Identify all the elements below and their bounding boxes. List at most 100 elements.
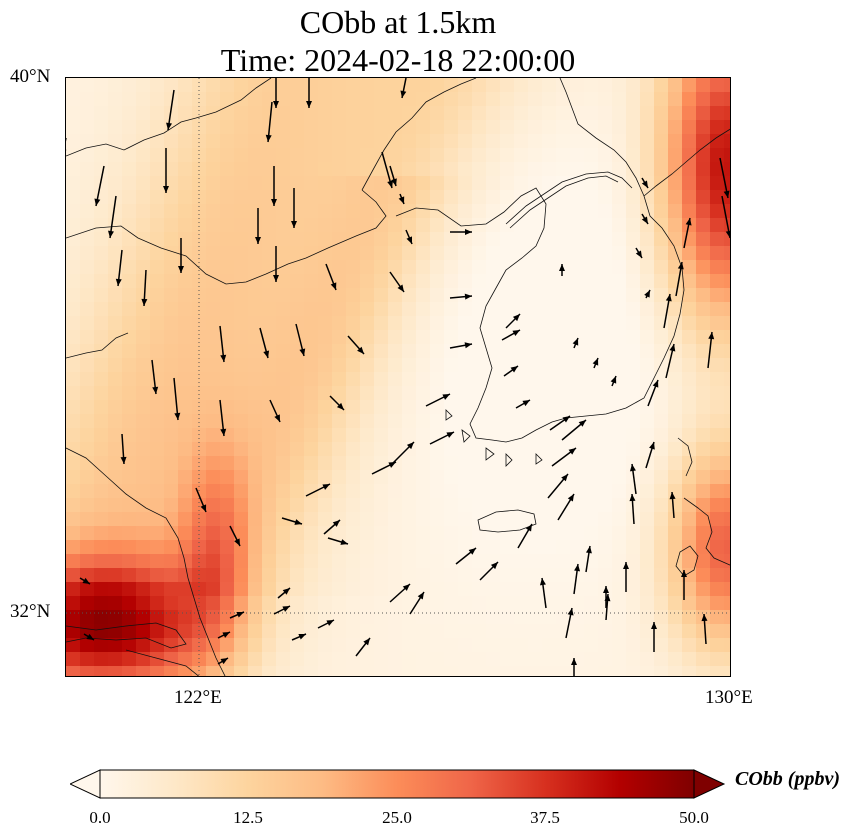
heat-cell bbox=[234, 344, 249, 359]
heat-cell bbox=[178, 330, 193, 345]
heat-cell bbox=[150, 372, 165, 387]
heat-cell bbox=[94, 302, 109, 317]
heat-cell bbox=[178, 568, 193, 583]
heat-cell bbox=[486, 162, 501, 177]
heat-cell bbox=[164, 512, 179, 527]
heat-cell bbox=[612, 274, 627, 289]
heat-cell bbox=[458, 400, 473, 415]
heat-cell bbox=[626, 442, 641, 457]
heat-cell bbox=[374, 638, 389, 653]
heat-cell bbox=[388, 610, 403, 625]
heat-cell bbox=[122, 624, 137, 639]
heat-cell bbox=[430, 260, 445, 275]
heat-cell bbox=[570, 134, 585, 149]
heat-cell bbox=[668, 232, 683, 247]
heat-cell bbox=[528, 316, 543, 331]
heat-cell bbox=[416, 190, 431, 205]
heat-cell bbox=[304, 596, 319, 611]
heat-cell bbox=[346, 358, 361, 373]
heat-cell bbox=[206, 372, 221, 387]
heat-cell bbox=[402, 400, 417, 415]
heat-cell bbox=[136, 442, 151, 457]
heat-cell bbox=[682, 148, 697, 163]
heat-cell bbox=[500, 134, 515, 149]
heat-cell bbox=[332, 526, 347, 541]
heat-cell bbox=[94, 596, 109, 611]
heat-cell bbox=[136, 540, 151, 555]
heat-cell bbox=[108, 652, 123, 667]
heat-cell bbox=[696, 148, 711, 163]
heat-cell bbox=[66, 652, 81, 667]
heat-cell bbox=[528, 540, 543, 555]
wind-arrow bbox=[265, 101, 273, 143]
heat-cell bbox=[458, 120, 473, 135]
heat-cell bbox=[346, 638, 361, 653]
heat-cell bbox=[444, 232, 459, 247]
heat-cell bbox=[598, 176, 613, 191]
wind-arrow bbox=[505, 313, 521, 329]
heat-cell bbox=[150, 540, 165, 555]
heat-cell bbox=[654, 232, 669, 247]
heat-cell bbox=[556, 148, 571, 163]
heat-cell bbox=[122, 568, 137, 583]
heat-cell bbox=[570, 596, 585, 611]
heat-cell bbox=[444, 624, 459, 639]
heat-cell bbox=[262, 498, 277, 513]
heat-cell bbox=[724, 288, 730, 303]
heat-cell bbox=[304, 540, 319, 555]
heat-cell bbox=[66, 568, 81, 583]
heat-cell bbox=[682, 330, 697, 345]
heat-cell bbox=[640, 218, 655, 233]
heat-cell bbox=[248, 78, 263, 93]
heat-cell bbox=[220, 414, 235, 429]
heat-cell bbox=[234, 652, 249, 667]
heat-cell bbox=[360, 316, 375, 331]
heat-cell bbox=[360, 246, 375, 261]
wind-arrow bbox=[217, 657, 229, 665]
heat-cell bbox=[528, 246, 543, 261]
heat-cell bbox=[444, 568, 459, 583]
heat-cell bbox=[472, 498, 487, 513]
heat-cell bbox=[66, 78, 81, 93]
heat-cell bbox=[290, 190, 305, 205]
heat-cell bbox=[556, 134, 571, 149]
heat-cell bbox=[346, 134, 361, 149]
heat-cell bbox=[304, 148, 319, 163]
heat-cell bbox=[668, 638, 683, 653]
heat-cell bbox=[248, 204, 263, 219]
heat-cell bbox=[220, 162, 235, 177]
heat-cell bbox=[668, 414, 683, 429]
heat-cell bbox=[444, 302, 459, 317]
heat-cell bbox=[486, 92, 501, 107]
heat-cell bbox=[584, 134, 599, 149]
heat-cell bbox=[682, 582, 697, 597]
heat-cell bbox=[584, 568, 599, 583]
heat-cell bbox=[94, 246, 109, 261]
heat-cell bbox=[612, 638, 627, 653]
heat-cell bbox=[570, 358, 585, 373]
heat-cell bbox=[486, 232, 501, 247]
heat-cell bbox=[528, 232, 543, 247]
heat-cell bbox=[444, 148, 459, 163]
heat-cell bbox=[696, 232, 711, 247]
heat-cell bbox=[66, 260, 81, 275]
heat-cell bbox=[108, 498, 123, 513]
heat-cell bbox=[710, 92, 725, 107]
heat-cell bbox=[444, 274, 459, 289]
heat-cell bbox=[346, 428, 361, 443]
heat-cell bbox=[598, 498, 613, 513]
heat-cell bbox=[556, 372, 571, 387]
heat-cell bbox=[472, 652, 487, 667]
heat-cell bbox=[458, 442, 473, 457]
heat-cell bbox=[612, 246, 627, 261]
heat-cell bbox=[332, 218, 347, 233]
heat-cell bbox=[206, 400, 221, 415]
heat-cell bbox=[290, 456, 305, 471]
heat-cell bbox=[94, 120, 109, 135]
heat-cell bbox=[612, 400, 627, 415]
heat-cell bbox=[598, 624, 613, 639]
heat-cell bbox=[430, 148, 445, 163]
heat-cell bbox=[416, 358, 431, 373]
heat-cell bbox=[598, 78, 613, 93]
heat-cell bbox=[570, 260, 585, 275]
